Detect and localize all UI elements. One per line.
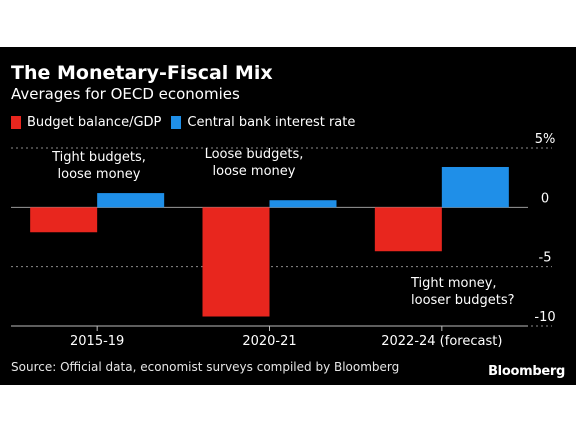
legend: Budget balance/GDP Central bank interest…	[11, 115, 365, 130]
bar-interest-rate	[97, 193, 165, 208]
y-tick-label: 0	[541, 191, 549, 206]
annotation-text: loose money	[58, 167, 141, 182]
y-tick-label: -10	[534, 310, 555, 325]
annotation-text: Loose budgets,	[205, 147, 304, 162]
annotation-text: Tight budgets,	[51, 150, 146, 165]
annotation-text: loose money	[213, 164, 296, 179]
bloomberg-logo: Bloomberg	[488, 364, 565, 379]
bar-budget-balance	[374, 207, 442, 252]
bar-budget-balance	[202, 207, 270, 317]
legend-swatch-budget	[11, 116, 21, 129]
legend-item-budget: Budget balance/GDP	[11, 115, 161, 130]
legend-item-rate: Central bank interest rate	[171, 115, 355, 130]
y-tick-label: -5	[539, 251, 552, 266]
legend-label-budget: Budget balance/GDP	[27, 115, 162, 130]
chart-panel: The Monetary-Fiscal Mix Averages for OEC…	[0, 47, 576, 385]
annotation-text: looser budgets?	[411, 293, 515, 308]
annotation-text: Tight money,	[410, 276, 497, 291]
x-tick-label: 2020-21	[242, 334, 296, 349]
bar-interest-rate	[441, 166, 509, 208]
bar-chart: 5% 0 -5 -10 2015-19 2020-21 2022-24 (forecast)…	[11, 132, 556, 349]
x-tick-label: 2022-24 (forecast)	[381, 334, 502, 349]
bar-budget-balance	[30, 207, 98, 233]
legend-label-rate: Central bank interest rate	[187, 115, 356, 130]
chart-title: The Monetary-Fiscal Mix	[11, 62, 273, 84]
bar-interest-rate	[269, 200, 337, 208]
source-note: Source: Official data, economist surveys…	[11, 360, 400, 374]
chart-subtitle: Averages for OECD economies	[11, 85, 240, 103]
legend-swatch-rate	[171, 116, 182, 129]
y-tick-label: 5%	[535, 132, 556, 147]
x-tick-label: 2015-19	[70, 334, 124, 349]
